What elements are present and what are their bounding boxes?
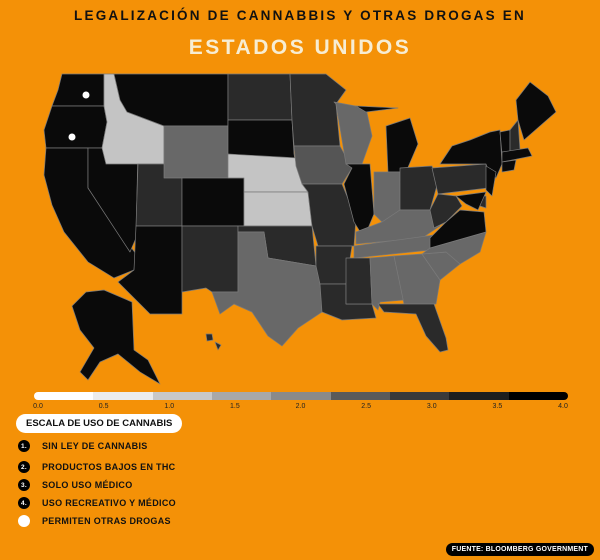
state-VT: [499, 129, 511, 155]
legend-label-4: USO RECREATIVO Y MÉDICO: [42, 498, 176, 508]
state-CO: [181, 177, 245, 227]
scale-segment: [508, 392, 568, 400]
legend-item-1: 1. SIN LEY DE CANNABIS: [18, 440, 148, 452]
state-KS: [243, 191, 313, 227]
state-IA: [293, 145, 353, 185]
legend-num-2: 2.: [18, 461, 30, 473]
legend-num-1: 1.: [18, 440, 30, 452]
scale-tick-label: 2.0: [295, 403, 306, 410]
state-FL: [377, 303, 449, 353]
scale-segment: [389, 392, 450, 400]
scale-segment: [211, 392, 272, 400]
scale-tick-label: 0.0: [33, 403, 43, 410]
state-OH: [399, 165, 439, 211]
state-GA: [393, 253, 441, 305]
state-CT: [501, 159, 517, 173]
state-IL: [343, 163, 375, 239]
scale-segment: [271, 392, 331, 400]
other-drugs-marker-OR: [68, 133, 76, 141]
legend-item-3: 3. SOLO USO MÉDICO: [18, 479, 133, 491]
state-WA: [51, 73, 105, 107]
scale-tick-label: 1.5: [230, 403, 240, 410]
state-ME: [515, 81, 557, 141]
state-MN: [289, 73, 347, 147]
legend-num-3: 3.: [18, 479, 30, 491]
scale-segment: [152, 392, 212, 400]
scale-segment: [330, 392, 390, 400]
state-PA: [431, 163, 489, 195]
legend-title: ESCALA DE USO DE CANNABIS: [16, 414, 183, 433]
color-scale-bar: [34, 392, 568, 400]
scale-tick-label: 1.0: [164, 403, 175, 410]
legend-num-4: 4.: [18, 497, 30, 509]
source-badge: FUENTE: BLOOMBERG GOVERNMENT: [445, 543, 594, 556]
legend-label-other-drugs: PERMITEN OTRAS DROGAS: [42, 516, 171, 526]
state-MS: [345, 257, 373, 305]
scale-segment: [34, 392, 94, 400]
state-AK: [71, 289, 161, 385]
scale-tick-label: 3.5: [492, 403, 503, 410]
scale-tick-label: 0.5: [98, 403, 109, 410]
state-NH: [509, 119, 521, 153]
state-MA: [501, 147, 533, 163]
state-OR: [43, 105, 108, 149]
legend-label-2: PRODUCTOS BAJOS EN THC: [42, 462, 176, 472]
state-NJ: [485, 165, 497, 197]
title-line1: LEGALIZACIÓN DE CANNABBIS Y OTRAS DROGAS…: [74, 8, 526, 23]
legend-label-1: SIN LEY DE CANNABIS: [42, 441, 148, 451]
state-NM: [181, 225, 239, 293]
legend-item-2: 2. PRODUCTOS BAJOS EN THC: [18, 461, 175, 473]
scale-tick-label: 3.0: [426, 403, 437, 410]
title-line2: ESTADOS UNIDOS: [188, 36, 412, 59]
legend-item-4: 4. USO RECREATIVO Y MÉDICO: [18, 497, 176, 509]
scale-segment: [93, 392, 153, 400]
state-TX: [211, 231, 327, 347]
legend-item-other-drugs: PERMITEN OTRAS DROGAS: [18, 515, 171, 527]
scale-tick-label: 4.0: [558, 403, 568, 410]
other-drugs-marker-WA: [82, 91, 90, 99]
scale-segment: [449, 392, 509, 400]
state-MI: [355, 105, 419, 173]
legend-label-3: SOLO USO MÉDICO: [42, 480, 133, 490]
state-ND: [227, 73, 293, 121]
other-drugs-dot-icon: [18, 515, 30, 527]
state-MD: [455, 191, 487, 211]
state-WY: [163, 125, 229, 179]
us-map: [43, 73, 557, 385]
state-HI: [205, 333, 222, 351]
scale-tick-label: 2.5: [361, 403, 371, 410]
